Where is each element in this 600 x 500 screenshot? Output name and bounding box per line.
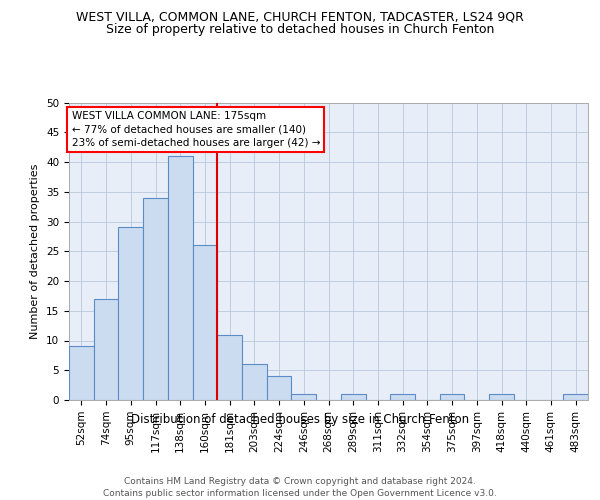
Bar xyxy=(118,228,143,400)
Bar xyxy=(440,394,464,400)
Bar xyxy=(489,394,514,400)
Text: Distribution of detached houses by size in Church Fenton: Distribution of detached houses by size … xyxy=(131,412,469,426)
Bar xyxy=(94,299,118,400)
Bar xyxy=(341,394,365,400)
Bar xyxy=(168,156,193,400)
Bar xyxy=(143,198,168,400)
Bar xyxy=(69,346,94,400)
Bar xyxy=(193,246,217,400)
Bar xyxy=(390,394,415,400)
Bar xyxy=(242,364,267,400)
Bar xyxy=(267,376,292,400)
Bar xyxy=(292,394,316,400)
Text: Size of property relative to detached houses in Church Fenton: Size of property relative to detached ho… xyxy=(106,23,494,36)
Text: Contains HM Land Registry data © Crown copyright and database right 2024.
Contai: Contains HM Land Registry data © Crown c… xyxy=(103,476,497,498)
Bar xyxy=(563,394,588,400)
Text: WEST VILLA COMMON LANE: 175sqm
← 77% of detached houses are smaller (140)
23% of: WEST VILLA COMMON LANE: 175sqm ← 77% of … xyxy=(71,112,320,148)
Text: WEST VILLA, COMMON LANE, CHURCH FENTON, TADCASTER, LS24 9QR: WEST VILLA, COMMON LANE, CHURCH FENTON, … xyxy=(76,10,524,23)
Bar xyxy=(217,334,242,400)
Y-axis label: Number of detached properties: Number of detached properties xyxy=(31,164,40,339)
